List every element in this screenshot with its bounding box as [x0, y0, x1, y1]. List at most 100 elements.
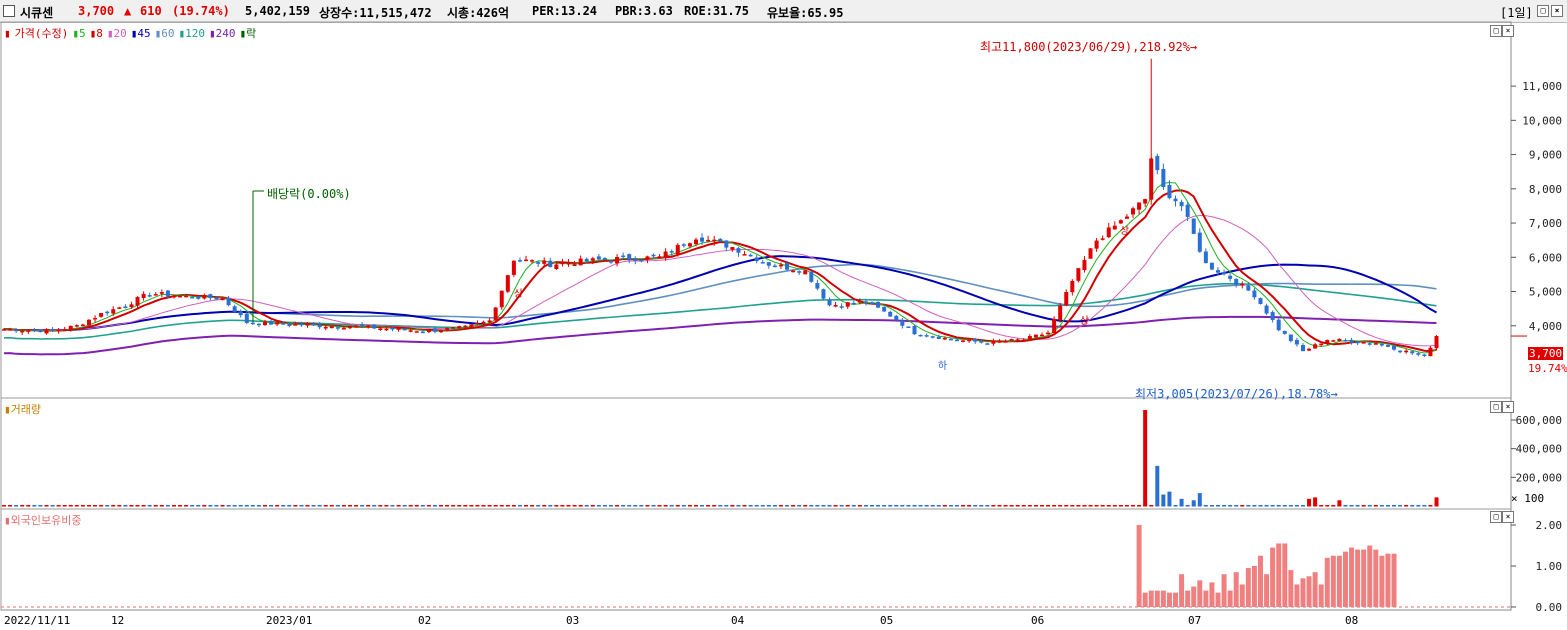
candle-body-232: [1410, 351, 1415, 354]
volume-bar-112: [681, 505, 686, 507]
volume-marker-icon: ▮: [4, 403, 11, 416]
foreign-bar-42: [1391, 553, 1397, 607]
legend-item-8[interactable]: ▮락: [239, 27, 257, 40]
candle-body-154: [936, 336, 941, 339]
volume-bar-37: [226, 505, 231, 507]
date-label-2: 2023/01: [266, 614, 313, 627]
candle-body-1: [8, 329, 13, 331]
legend-item-5[interactable]: ▮60: [154, 27, 175, 40]
candle-body-82: [499, 290, 504, 308]
candle-body-176: [1070, 281, 1075, 293]
volume-bar-127: [772, 505, 777, 507]
period-selector[interactable]: [1일]: [1500, 6, 1533, 20]
price-pane-close-button[interactable]: ×: [1502, 25, 1514, 37]
foreign-bar-19: [1251, 566, 1257, 607]
date-label-1: 12: [111, 614, 125, 627]
candle-body-31: [190, 296, 195, 299]
close-button[interactable]: ×: [1551, 5, 1563, 17]
volume-bar-178: [1082, 505, 1087, 507]
volume-bar-56: [341, 505, 346, 507]
candle-body-30: [184, 295, 189, 298]
foreign-bar-32: [1330, 555, 1336, 607]
market-cap: 시총:426억: [447, 6, 510, 20]
volume-bar-166: [1009, 505, 1014, 507]
float-ratio: 유보율:65.95: [767, 6, 844, 20]
legend-item-4[interactable]: ▮45: [130, 27, 151, 40]
volume-bar-67: [408, 505, 413, 507]
volume-bar-101: [615, 505, 620, 507]
candle-body-95: [578, 258, 583, 266]
volume-bar-195: [1185, 505, 1190, 507]
candle-body-187: [1137, 202, 1142, 210]
legend-item-2[interactable]: ▮8: [89, 27, 103, 40]
listed-shares: 상장수:11,515,472: [319, 6, 432, 20]
upper-limit-mark-2: 상: [1117, 225, 1128, 235]
volume-bar-227: [1379, 505, 1384, 507]
candle-body-46: [281, 323, 286, 325]
candle-body-189: [1149, 158, 1154, 200]
volume-bar-22: [135, 505, 140, 507]
volume-bar-216: [1313, 505, 1318, 507]
legend-item-7[interactable]: ▮240: [208, 27, 236, 40]
candle-body-96: [584, 258, 589, 262]
foreign-title-text: 외국인보유비중: [10, 514, 82, 527]
candle-body-84: [511, 260, 516, 275]
volume-pane-close-button[interactable]: ×: [1502, 401, 1514, 413]
candle-body-22: [135, 297, 140, 306]
foreign-marker-icon: ▮: [4, 514, 11, 527]
foreign-bar-41: [1385, 553, 1391, 607]
candle-body-64: [390, 327, 395, 330]
candle-body-171: [1039, 334, 1044, 337]
foreign-bar-0: [1136, 525, 1142, 607]
candle-body-120: [730, 247, 735, 250]
ma-120-line: [3, 282, 1437, 340]
volume-bar-191: [1161, 505, 1166, 507]
volume-bar-184: [1118, 505, 1123, 507]
select-checkbox[interactable]: [3, 5, 15, 17]
legend-item-6[interactable]: ▮120: [178, 27, 205, 40]
candle-body-9: [56, 329, 61, 332]
legend-item-1[interactable]: ▮5: [72, 27, 86, 40]
volume-bar-82: [499, 505, 504, 507]
up-arrow-icon: ▲: [124, 4, 132, 18]
candle-body-104: [633, 258, 638, 262]
foreign-bar-3: [1154, 590, 1160, 607]
candle-body-15: [93, 317, 98, 320]
price-pane-maximize-button[interactable]: □: [1490, 25, 1502, 37]
volume-bar-217: [1319, 505, 1324, 507]
date-label-6: 05: [880, 614, 894, 627]
volume-bar-111: [675, 505, 680, 507]
legend-item-3[interactable]: ▮20: [106, 27, 127, 40]
candle-body-73: [445, 328, 450, 331]
candle-body-85: [517, 260, 522, 262]
candle-body-208: [1264, 305, 1269, 314]
candle-body-88: [536, 262, 541, 264]
candle-body-89: [542, 260, 547, 264]
foreign-tick-label-2: 2.00: [1536, 519, 1563, 532]
candle-body-45: [275, 322, 280, 325]
candle-body-7: [44, 329, 49, 334]
volume-bar-20: [123, 505, 128, 507]
candle-body-177: [1076, 268, 1081, 281]
volume-spike-4: [1179, 498, 1184, 506]
volume-bar-177: [1076, 505, 1081, 507]
volume-bar-21: [129, 505, 134, 507]
volume-bar-9: [56, 505, 61, 507]
volume-pane-maximize-button[interactable]: □: [1490, 401, 1502, 413]
candle-body-204: [1240, 283, 1245, 286]
volume-bar-47: [287, 505, 292, 507]
legend-item-0[interactable]: 가격(수정): [14, 27, 69, 40]
candle-body-10: [62, 329, 67, 331]
volume-bar-115: [700, 505, 705, 507]
volume-bar-92: [560, 505, 565, 507]
volume-bar-233: [1416, 505, 1421, 507]
volume-bar-86: [524, 505, 529, 507]
candle-body-141: [857, 301, 862, 303]
foreign-pane-maximize-button[interactable]: □: [1490, 511, 1502, 523]
volume-bar-221: [1343, 505, 1348, 507]
foreign-pane-close-button[interactable]: ×: [1502, 511, 1514, 523]
maximize-button[interactable]: □: [1537, 5, 1549, 17]
ma-60-line: [3, 263, 1437, 332]
volume-bar-141: [857, 505, 862, 507]
